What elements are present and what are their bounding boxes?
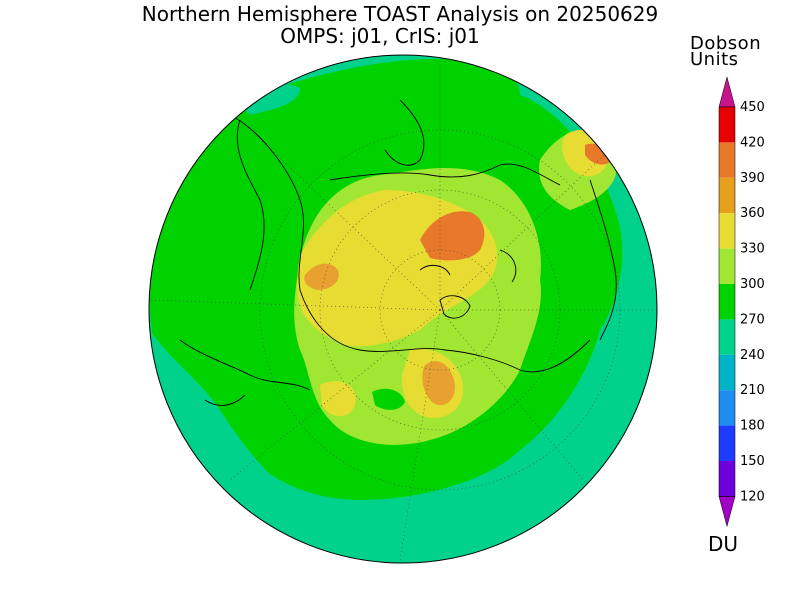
colorbar-swatch-180-210 bbox=[719, 390, 735, 426]
map-title-line1: Northern Hemisphere TOAST Analysis on 20… bbox=[141, 2, 659, 26]
colorbar-tick-label: 420 bbox=[740, 135, 765, 150]
colorbar-swatches bbox=[718, 76, 736, 528]
colorbar-tick-label: 150 bbox=[740, 454, 765, 469]
colorbar-tick-label: 300 bbox=[740, 277, 765, 292]
colorbar-swatch-120-150 bbox=[719, 461, 735, 497]
colorbar-frame bbox=[718, 106, 736, 497]
map-title-line2: OMPS: j01, CrIS: j01 bbox=[280, 24, 480, 48]
colorbar-swatch-270-300 bbox=[719, 284, 735, 320]
colorbar-tick-label: 240 bbox=[740, 348, 765, 363]
graticule bbox=[149, 60, 657, 561]
colorbar-swatch-210-240 bbox=[719, 354, 735, 391]
colorbar-tick-label: 450 bbox=[740, 100, 765, 115]
colorbar-swatch-150-180 bbox=[719, 425, 735, 461]
colorbar-title-line1: Dobson bbox=[690, 33, 762, 54]
colorbar-swatch-300-330 bbox=[719, 248, 735, 284]
colorbar-swatch-above-450 bbox=[718, 76, 736, 108]
colorbar-tick-label: 270 bbox=[740, 312, 765, 327]
colorbar-tick-label: 390 bbox=[740, 171, 765, 186]
colorbar-swatch-390-420 bbox=[719, 142, 735, 178]
ozone-band-360-390 bbox=[420, 211, 485, 261]
colorbar-tick-label: 120 bbox=[740, 489, 765, 504]
colorbar-title-line2: Units bbox=[690, 49, 739, 70]
colorbar-tick-label: 210 bbox=[740, 383, 765, 398]
coastlines bbox=[179, 99, 617, 406]
colorbar-unit-label: DU bbox=[708, 532, 739, 556]
colorbar-swatch-360-390 bbox=[719, 177, 735, 214]
map-boundary bbox=[148, 54, 658, 564]
colorbar-tick-label: 330 bbox=[740, 242, 765, 257]
colorbar-swatch-420-450 bbox=[719, 107, 735, 143]
colorbar-swatch-330-360 bbox=[719, 213, 735, 249]
colorbar-tick-label: 360 bbox=[740, 206, 765, 221]
colorbar-swatch-below-120 bbox=[718, 496, 736, 528]
colorbar-swatch-240-270 bbox=[719, 319, 735, 355]
colorbar-labels: 450 420 390 360 330 300 270 240 210 180 150 120 bbox=[740, 100, 765, 504]
colorbar-tick-label: 180 bbox=[740, 419, 765, 434]
ozone-contour-fill bbox=[149, 55, 657, 563]
